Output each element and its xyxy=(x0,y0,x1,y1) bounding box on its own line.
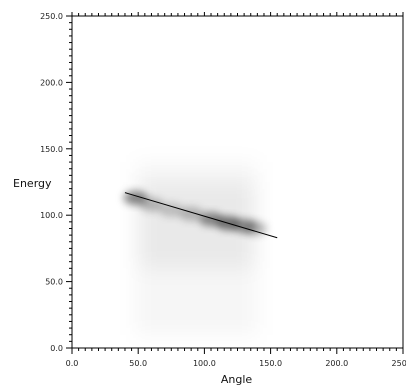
density-ridge-point-1 xyxy=(139,197,164,212)
density-ridge-point-2 xyxy=(159,202,184,217)
x-tick-label-5: 250.0 xyxy=(392,359,406,368)
y-tick-label-2: 100.0 xyxy=(40,211,63,220)
x-tick-label-3: 150.0 xyxy=(259,359,282,368)
y-tick-label-0: 0.0 xyxy=(50,344,63,353)
fit-line-layer xyxy=(124,192,278,239)
y-tick-label-4: 200.0 xyxy=(40,78,63,87)
x-tick-label-0: 0.0 xyxy=(66,359,79,368)
fit-line xyxy=(124,192,278,239)
tick-labels: 0.0 50.0 100.0 150.0 200.0 250.0 0.0 50.0 100.0 1… xyxy=(40,12,406,368)
y-tick-label-3: 150.0 xyxy=(40,145,63,154)
density-heatmap xyxy=(123,182,267,269)
ticks xyxy=(66,12,404,354)
x-tick-label-4: 200.0 xyxy=(325,359,348,368)
y-tick-label-1: 50.0 xyxy=(45,278,63,287)
density-ridge-point-7 xyxy=(242,221,267,236)
x-tick-label-2: 100.0 xyxy=(193,359,216,368)
x-axis-title: Angle xyxy=(221,373,253,386)
y-axis-title: Energy xyxy=(13,177,52,190)
x-tick-label-1: 50.0 xyxy=(129,359,147,368)
y-tick-label-5: 250.0 xyxy=(40,12,63,21)
